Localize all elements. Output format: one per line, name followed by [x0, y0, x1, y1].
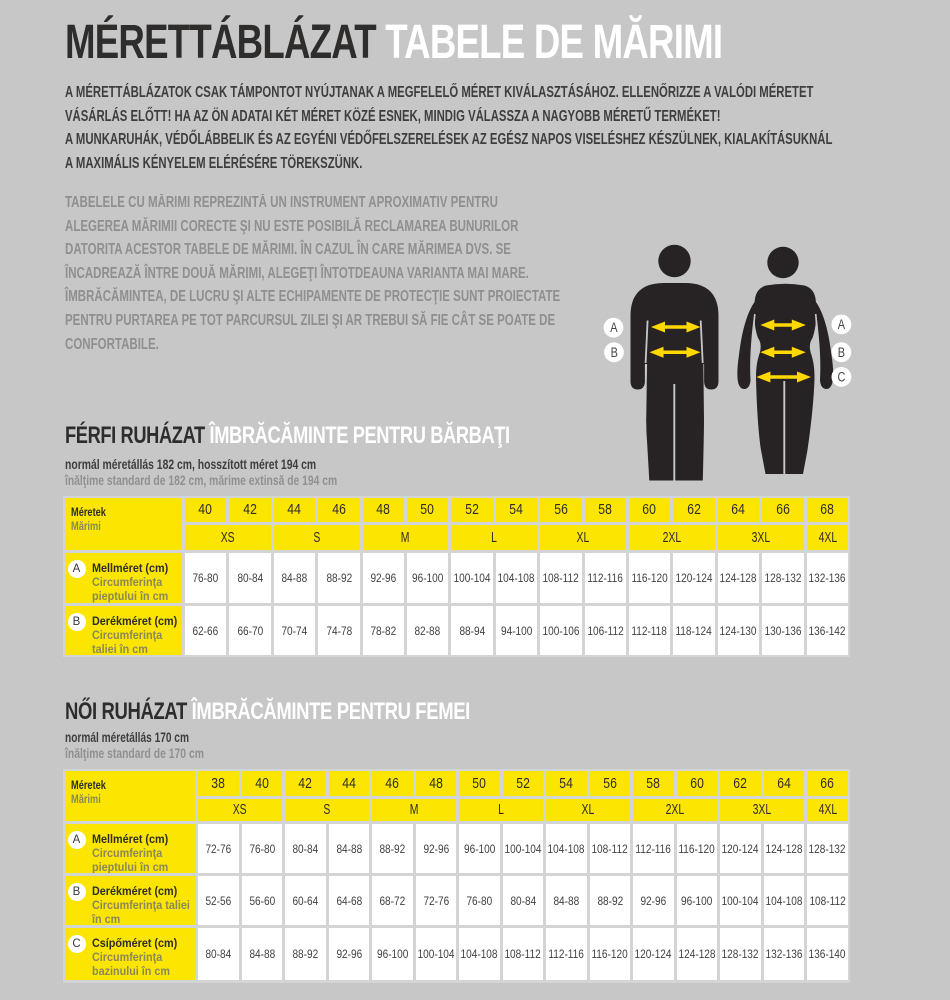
- svg-text:C: C: [837, 369, 845, 385]
- svg-text:A: A: [610, 320, 618, 336]
- svg-text:B: B: [611, 345, 618, 361]
- svg-text:A: A: [838, 317, 846, 333]
- svg-text:B: B: [838, 345, 845, 361]
